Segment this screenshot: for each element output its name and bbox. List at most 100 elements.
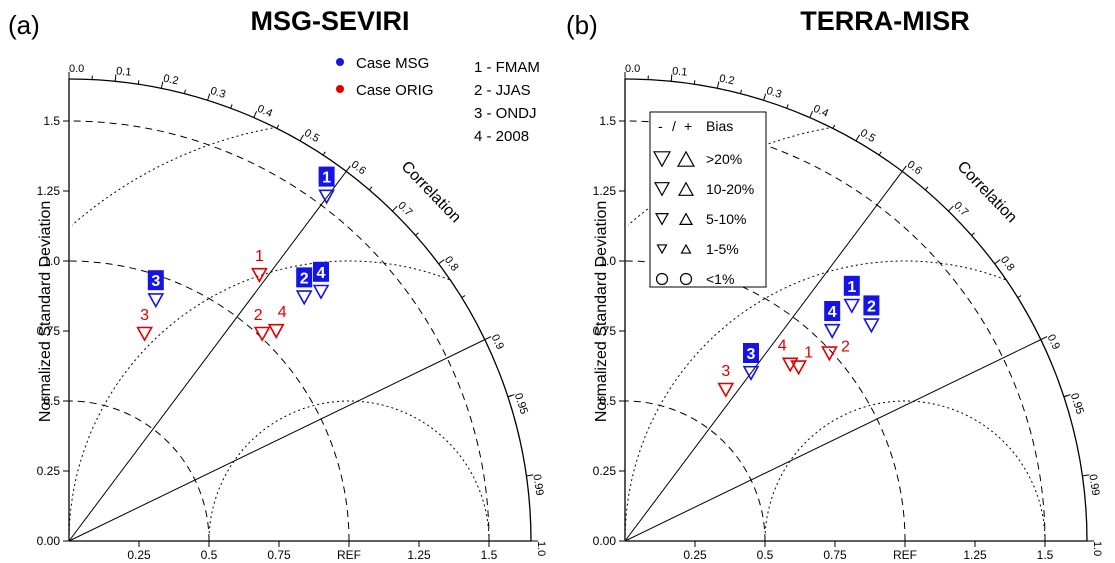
x-tick-label: 0.75: [267, 548, 291, 562]
std-dev-arc: [624, 260, 906, 542]
correlation-minor-tick: [971, 232, 975, 236]
rms-arc: [71, 127, 273, 226]
correlation-tick-label: 1.0: [1091, 541, 1103, 556]
x-tick-label: REF: [893, 548, 917, 562]
correlation-minor-tick: [878, 151, 882, 156]
msg-point-marker: [863, 318, 880, 334]
msg-point-label-box: [863, 295, 880, 316]
correlation-tick-label: 0.8: [998, 254, 1017, 273]
y-tick-label: 0.25: [37, 464, 61, 478]
correlation-minor-tick: [1017, 295, 1022, 299]
std-dev-arc: [624, 120, 1046, 542]
msg-point-marker: [823, 323, 841, 339]
correlation-ray: [68, 171, 347, 542]
taylor-panel-1: 0.0 0.10.20.30.40.50.60.70.80.90.950.991.…: [8, 6, 547, 562]
y-tick-label: 0.75: [37, 324, 61, 338]
correlation-tick-label: 0.3: [209, 85, 227, 101]
x-tick-label: REF: [337, 548, 361, 562]
correlation-tick-mark: [948, 205, 954, 212]
correlation-tick-label: 0.9: [489, 333, 506, 352]
correlation-tick-mark: [670, 74, 673, 82]
msg-point-label-box: [318, 166, 335, 187]
bias-legend-circle: [679, 272, 693, 286]
orig-point-label: 3: [140, 307, 149, 324]
correlation-tick-mark: [484, 336, 492, 341]
bias-legend-up-triangle: [680, 243, 692, 254]
correlation-minor-tick: [184, 89, 186, 94]
msg-point-label: 1: [847, 279, 856, 296]
correlation-tick-mark: [392, 205, 398, 212]
legend-marker-msg: [336, 58, 344, 66]
x-tick-label: 1.5: [481, 548, 498, 562]
orig-point-label: 1: [804, 344, 813, 361]
orig-point-label: 2: [254, 307, 263, 324]
bias-legend-up-triangle: [676, 150, 696, 167]
msg-point-marker: [742, 365, 760, 381]
correlation-minor-tick: [786, 104, 789, 109]
y-tick-label: 1.5: [599, 114, 616, 128]
orig-point-label: 1: [255, 248, 264, 265]
bias-legend-down-triangle: [652, 151, 672, 168]
y-tick-label: 1.0: [599, 254, 616, 268]
correlation-minor-tick: [322, 151, 326, 156]
correlation-tick-mark: [716, 81, 720, 89]
correlation-tick-label: 0.2: [162, 73, 179, 88]
std-dev-arc: [624, 400, 766, 542]
correlation-tick-label: 0.6: [905, 159, 924, 178]
bias-legend-slash: /: [672, 118, 676, 134]
x-tick-label: 0.75: [823, 548, 847, 562]
y-tick-label: 0.5: [43, 394, 60, 408]
msg-point-label: 4: [317, 265, 326, 282]
outer-arc: [68, 78, 532, 542]
x-tick-label: 1.25: [407, 548, 431, 562]
y-tick-label: 0.75: [593, 324, 617, 338]
correlation-tick-mark: [253, 110, 258, 118]
correlation-tick-mark: [526, 474, 534, 477]
std-dev-arc: [68, 400, 210, 542]
correlation-tick-label: 0.9: [1045, 333, 1062, 352]
msg-point-label: 3: [747, 346, 756, 363]
correlation-ray: [624, 339, 1042, 542]
correlation-minor-tick: [924, 186, 929, 191]
x-tick-label: 0.5: [201, 548, 218, 562]
rms-arc: [208, 400, 490, 541]
bias-legend-up-triangle: [678, 212, 694, 225]
correlation-minor-tick: [137, 80, 140, 85]
rms-arc: [764, 400, 1046, 541]
correlation-minor-tick: [1063, 395, 1068, 398]
msg-point-marker: [318, 189, 335, 205]
correlation-tick-mark: [763, 93, 767, 101]
y-tick-label: 1.25: [37, 184, 61, 198]
case-legend: Case MSG Case ORIG 1 - FMAM 2 - JJAS 3 - OND…: [336, 55, 540, 145]
x-tick-label: 0.25: [683, 548, 707, 562]
correlation-minor-tick: [368, 186, 373, 191]
correlation-tick-mark: [855, 134, 860, 142]
correlation-tick-label: 0.8: [442, 254, 461, 273]
correlation-tick-mark: [207, 93, 211, 101]
correlation-minor-tick: [461, 295, 466, 299]
correlation-tick-label: 0.2: [718, 73, 735, 88]
orig-point-marker: [251, 267, 268, 283]
orig-point-label: 4: [278, 304, 287, 321]
msg-point-label-box: [296, 267, 313, 288]
correlation-minor-tick: [693, 80, 696, 85]
msg-point-marker: [147, 293, 165, 309]
season-legend-entry: 4 - 2008: [474, 128, 529, 145]
x-tick-label: 1.25: [963, 548, 987, 562]
correlation-tick-label: 0.95: [1068, 392, 1086, 416]
correlation-tick-mark: [438, 259, 445, 265]
msg-point-label: 2: [867, 298, 876, 315]
rms-arc: [624, 260, 1006, 538]
std-dev-arc: [68, 260, 350, 542]
panel-label: (a): [8, 10, 40, 40]
y-tick-label: 0.5: [599, 394, 616, 408]
panel-label: (b): [566, 10, 598, 40]
correlation-tick-label: 1.0: [535, 541, 547, 556]
correlation-minor-tick: [415, 232, 419, 236]
y-axis-label: Normalized Standard Deviation: [37, 201, 54, 422]
orig-point-marker: [717, 382, 735, 398]
correlation-tick-mark: [901, 165, 907, 172]
correlation-tick-mark: [160, 81, 164, 89]
bias-legend-row-label: <1%: [706, 271, 734, 287]
correlation-tick-label: 0.5: [858, 127, 877, 145]
